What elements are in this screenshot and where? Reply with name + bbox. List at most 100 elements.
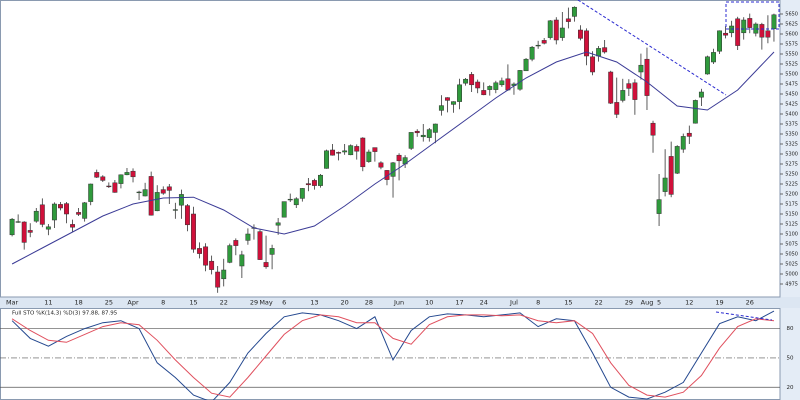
- candle-body: [184, 205, 190, 226]
- candle-body: [70, 224, 76, 228]
- y-tick-label: 5375: [785, 122, 798, 128]
- candle-body: [741, 19, 747, 34]
- candle-body: [680, 136, 686, 150]
- candle-body: [668, 156, 674, 195]
- candle-body: [142, 189, 148, 197]
- y-tick-label: 5650: [785, 12, 798, 18]
- x-tick-label: 18: [74, 299, 82, 307]
- candle-body: [227, 245, 233, 263]
- candle-body: [372, 147, 378, 152]
- candle-body: [686, 132, 692, 137]
- candle-body: [674, 146, 680, 174]
- y-tick-label: 5100: [785, 232, 798, 238]
- candle-body: [584, 30, 589, 57]
- candle-body: [342, 150, 348, 153]
- candle-body: [529, 46, 535, 60]
- y-tick-label: 5200: [785, 192, 798, 198]
- candle-body: [414, 130, 420, 134]
- stoch-title: Full STO %K(14,3) %D(3) 97.88, 87.95: [12, 311, 118, 317]
- candle-body: [269, 248, 275, 255]
- date-strip: [0, 297, 800, 308]
- y-tick-label: 5000: [785, 272, 798, 278]
- candle-body: [523, 58, 529, 72]
- candle-body: [723, 32, 729, 36]
- candle-body: [499, 80, 505, 86]
- candle-body: [426, 129, 432, 138]
- candle-body: [348, 145, 354, 156]
- x-tick-label: 11: [44, 299, 52, 307]
- candle-body: [354, 146, 360, 152]
- candle-body: [88, 183, 94, 202]
- candle-body: [215, 271, 221, 288]
- candle-body: [535, 44, 541, 47]
- stoch-line: [11, 314, 775, 398]
- y-tick-label: 5175: [785, 202, 798, 208]
- candle-body: [620, 90, 626, 101]
- y-tick-label: 5475: [785, 82, 798, 88]
- y-tick-label: 5600: [785, 32, 798, 38]
- price-panel: [9, 6, 777, 293]
- candle-body: [76, 212, 82, 215]
- x-tick-label: 29: [625, 299, 633, 307]
- candle-body: [662, 177, 668, 192]
- trend-line: [577, 0, 727, 96]
- candle-body: [287, 198, 293, 201]
- y-tick-label: 5125: [785, 222, 798, 228]
- candle-body: [457, 84, 462, 102]
- candle-body: [438, 105, 444, 111]
- x-tick-label: Jul: [509, 299, 518, 307]
- candle-body: [58, 204, 63, 209]
- candle-body: [487, 86, 493, 90]
- candle-body: [481, 90, 487, 96]
- candle-body: [51, 203, 57, 221]
- candle-body: [469, 74, 475, 86]
- x-tick-label: Aug: [641, 299, 654, 307]
- x-tick-label: 12: [685, 299, 693, 307]
- x-tick-label: 24: [480, 299, 488, 307]
- candle-body: [559, 27, 565, 38]
- candle-body: [571, 6, 577, 17]
- x-tick-label: 26: [746, 299, 754, 307]
- x-tick-label: 5: [657, 299, 661, 307]
- candle-body: [590, 56, 596, 73]
- candle-body: [650, 122, 656, 136]
- candle-body: [596, 48, 602, 57]
- candle-body: [305, 183, 311, 186]
- y-tick-label: 5025: [785, 262, 798, 268]
- candle-body: [553, 19, 559, 41]
- candle-body: [366, 151, 372, 162]
- candle-body: [704, 56, 710, 75]
- y-tick-label: 4975: [785, 282, 798, 288]
- candle-body: [166, 186, 172, 191]
- candle-body: [39, 204, 45, 225]
- x-tick-label: 19: [715, 299, 723, 307]
- x-tick-label: May: [259, 299, 273, 307]
- candle-body: [765, 30, 771, 38]
- candle-body: [197, 248, 202, 254]
- candle-body: [735, 18, 741, 46]
- x-tick-label: 29: [250, 299, 258, 307]
- candle-body: [45, 226, 51, 230]
- axis-strip: [780, 0, 800, 400]
- candle-body: [21, 221, 27, 243]
- y-tick-label: 5275: [785, 162, 798, 168]
- candle-body: [263, 262, 269, 268]
- candle-body: [336, 152, 342, 154]
- x-tick-label: Jun: [393, 299, 404, 307]
- y-tick-label: 5225: [785, 182, 798, 188]
- x-tick-label: 8: [161, 299, 165, 307]
- candle-body: [209, 260, 215, 270]
- candle-body: [136, 191, 142, 194]
- stoch-trend-line: [715, 311, 773, 321]
- candle-body: [330, 149, 336, 156]
- y-tick-label: 5350: [785, 132, 798, 138]
- x-tick-label: 20: [341, 299, 349, 307]
- candle-body: [33, 210, 39, 222]
- x-tick-label: 13: [310, 299, 318, 307]
- candle-body: [493, 82, 499, 90]
- x-tick-label: 8: [536, 299, 540, 307]
- candle-body: [711, 52, 716, 63]
- candle-body: [203, 246, 209, 266]
- candle-body: [656, 199, 662, 214]
